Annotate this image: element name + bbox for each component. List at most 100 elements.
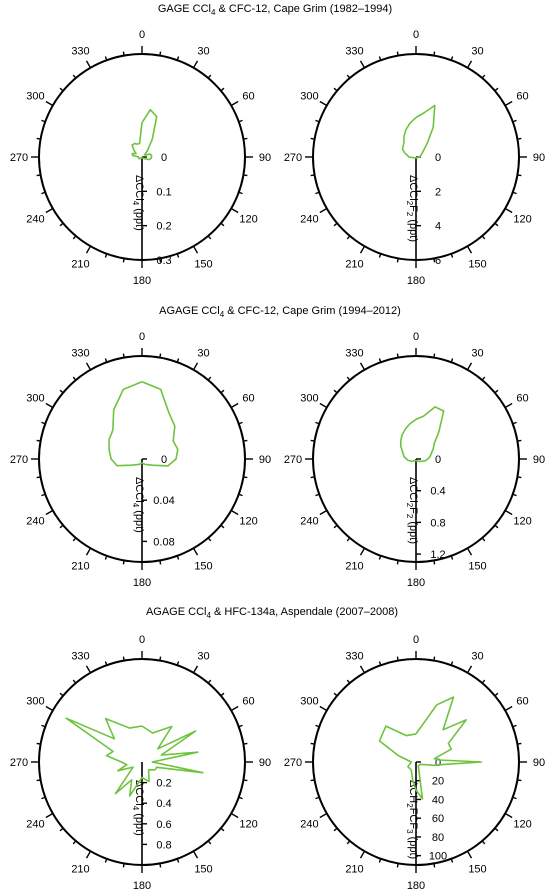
minor-angle-tick [450,56,454,61]
minor-angle-tick [59,222,64,227]
minor-angle-tick [333,222,338,227]
angle-label-330: 330 [345,45,363,57]
minor-angle-tick [333,827,338,832]
minor-angle-tick [36,742,41,745]
angle-label-0: 0 [139,331,145,343]
radial-tick-label: 0.08 [153,536,174,548]
major-angle-tick [466,850,473,859]
major-angle-tick [466,362,473,371]
minor-angle-tick [207,235,212,240]
angle-label-120: 120 [513,516,531,528]
angle-label-30: 30 [197,650,209,662]
minor-angle-tick [378,858,382,863]
radial-tick-label: 0 [435,757,441,769]
radial-tick-label: 0.4 [430,486,445,498]
angle-label-270: 270 [284,152,302,164]
major-angle-tick [466,665,473,674]
minor-angle-tick [333,692,338,697]
minor-angle-tick [159,863,162,868]
minor-angle-tick [72,235,77,240]
angle-label-240: 240 [300,214,318,226]
minor-angle-tick [481,235,486,240]
angle-label-180: 180 [133,275,151,287]
minor-angle-tick [238,421,243,425]
radial-tick-label: 0.8 [156,839,171,851]
major-angle-tick [85,245,92,254]
radial-tick-label: 0.6 [156,819,171,831]
angle-label-210: 210 [71,259,89,271]
minor-angle-tick [378,661,382,666]
major-angle-tick [466,547,473,556]
angle-label-300: 300 [300,91,318,103]
radial-tick-label: 100 [429,851,447,863]
angle-label-120: 120 [239,516,257,528]
minor-angle-tick [243,137,248,140]
minor-angle-tick [72,74,77,79]
minor-angle-tick [122,353,125,358]
minor-angle-tick [176,358,180,363]
angle-label-90: 90 [259,454,271,466]
angle-label-0: 0 [413,29,419,41]
major-angle-tick [319,402,328,409]
major-angle-tick [504,207,513,214]
minor-angle-tick [159,353,162,358]
minor-angle-tick [433,353,436,358]
minor-angle-tick [59,692,64,697]
angle-label-300: 300 [300,393,318,405]
minor-angle-tick [333,389,338,394]
minor-angle-tick [36,779,41,782]
minor-angle-tick [207,840,212,845]
minor-angle-tick [207,679,212,684]
angle-label-240: 240 [26,516,44,528]
data-series-line [378,696,483,800]
angle-label-60: 60 [242,91,254,103]
angle-label-210: 210 [71,864,89,876]
minor-angle-tick [512,796,517,800]
angle-label-90: 90 [533,454,545,466]
angle-label-90: 90 [259,757,271,769]
minor-angle-tick [333,524,338,529]
angle-label-150: 150 [194,561,212,573]
angle-label-330: 330 [345,347,363,359]
data-series-line [108,381,179,467]
angle-label-210: 210 [345,259,363,271]
angle-label-60: 60 [242,393,254,405]
minor-angle-tick [512,119,517,123]
angle-label-30: 30 [197,45,209,57]
minor-angle-tick [346,235,351,240]
major-angle-tick [85,547,92,556]
polar-panel: 0 30 60 90 120 150 180 210 240 270 300 330 0 0.04 0.08… [10,331,271,589]
major-angle-tick [45,509,54,516]
minor-angle-tick [72,376,77,381]
major-angle-tick [504,509,513,516]
minor-angle-tick [378,555,382,560]
polar-panel: 0 30 60 90 120 150 180 210 240 270 300 330 0 20 40 60 80… [284,634,545,892]
minor-angle-tick [517,779,522,782]
radial-axis-label: ΔCCl2F2 (ppt) [405,175,419,242]
angle-label-120: 120 [513,819,531,831]
major-angle-tick [85,362,92,371]
minor-angle-tick [494,827,499,832]
major-angle-tick [192,245,199,254]
angle-label-0: 0 [413,331,419,343]
minor-angle-tick [122,656,125,661]
minor-angle-tick [207,74,212,79]
minor-angle-tick [207,537,212,542]
major-angle-tick [504,402,513,409]
minor-angle-tick [396,656,399,661]
angle-label-210: 210 [345,561,363,573]
minor-angle-tick [238,796,243,800]
angle-label-240: 240 [26,214,44,226]
major-angle-tick [192,665,199,674]
minor-angle-tick [310,439,315,442]
major-angle-tick [359,362,366,371]
radial-tick-label: 80 [432,832,444,844]
major-angle-tick [359,665,366,674]
minor-angle-tick [310,779,315,782]
minor-angle-tick [220,389,225,394]
minor-angle-tick [517,476,522,479]
minor-angle-tick [494,692,499,697]
minor-angle-tick [481,74,486,79]
minor-angle-tick [59,524,64,529]
